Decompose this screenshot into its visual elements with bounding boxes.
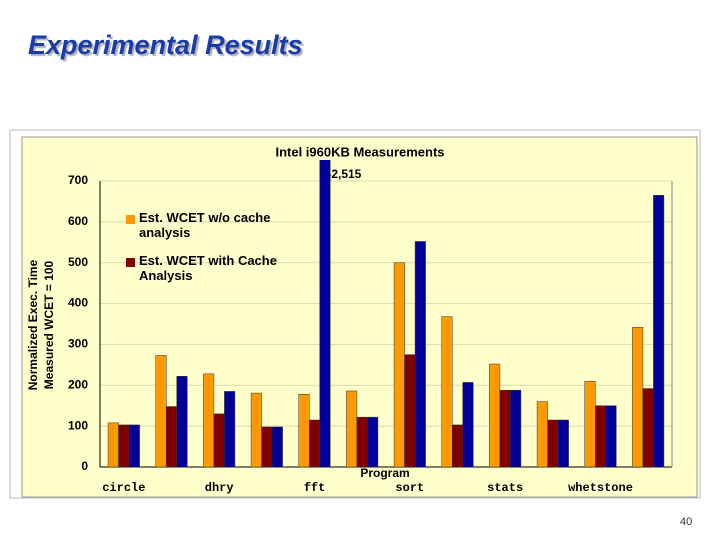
bar [547, 419, 559, 468]
bar [499, 389, 511, 468]
bar [166, 406, 177, 468]
chart-title: Intel i960KB Measurements [275, 144, 444, 159]
bar [309, 419, 320, 468]
bar [346, 390, 358, 468]
bar [632, 327, 644, 468]
bar [642, 388, 654, 468]
y-tick-label: 400 [68, 296, 88, 310]
y-tick-label: 500 [68, 255, 88, 269]
y-tick-label: 200 [68, 377, 88, 391]
data-label: 52,515 [325, 167, 362, 181]
legend-swatch [126, 215, 135, 224]
bar [128, 424, 140, 468]
y-tick-label: 700 [68, 173, 88, 187]
bar [250, 392, 262, 468]
y-tick-label: 0 [81, 459, 88, 473]
y-axis-label: Measured WCET = 100 [42, 260, 56, 389]
bar [393, 262, 405, 468]
bar [653, 195, 665, 468]
bar [605, 405, 617, 468]
x-tick-label: circle [102, 481, 145, 495]
bar [319, 160, 331, 468]
y-tick-label: 100 [68, 418, 88, 432]
bar [118, 424, 130, 468]
x-tick-label: sort [395, 481, 424, 495]
legend-entry: Est. WCET w/o cache analysis [139, 210, 271, 240]
bar [203, 373, 215, 468]
bar [452, 424, 463, 468]
bar [224, 391, 236, 468]
x-tick-label: stats [487, 481, 523, 495]
legend-swatch [126, 258, 135, 267]
bar [261, 426, 273, 468]
bar [584, 380, 596, 468]
bar [489, 363, 501, 468]
bar [536, 401, 548, 468]
bar [462, 382, 474, 468]
bar [213, 413, 225, 468]
bar [107, 422, 119, 468]
bar [441, 316, 453, 468]
y-tick-label: 600 [68, 214, 88, 228]
x-axis-label: Program [360, 466, 409, 480]
bar [595, 405, 606, 468]
slide-title: Experimental Results [28, 30, 303, 60]
bar [414, 241, 426, 468]
x-tick-label: whetstone [568, 481, 633, 495]
bars [107, 160, 665, 468]
legend-label: Est. WCET w/o cache analysis [139, 210, 271, 240]
page-number: 40 [680, 516, 693, 528]
x-tick-label: fft [304, 481, 326, 495]
legend-entry: Est. WCET with Cache Analysis [139, 253, 277, 283]
bar [176, 376, 188, 468]
bar [298, 394, 310, 468]
bar [557, 419, 569, 468]
bar [510, 389, 522, 468]
x-tick-label: dhry [205, 481, 234, 495]
bar [356, 416, 368, 468]
bar [155, 355, 167, 468]
bar [404, 354, 416, 468]
legend-label: Est. WCET with Cache Analysis [139, 253, 277, 283]
bar [271, 426, 283, 468]
y-axis-label: Normalized Exec. Time [26, 259, 40, 390]
bar [367, 416, 379, 468]
y-tick-label: 300 [68, 337, 88, 351]
